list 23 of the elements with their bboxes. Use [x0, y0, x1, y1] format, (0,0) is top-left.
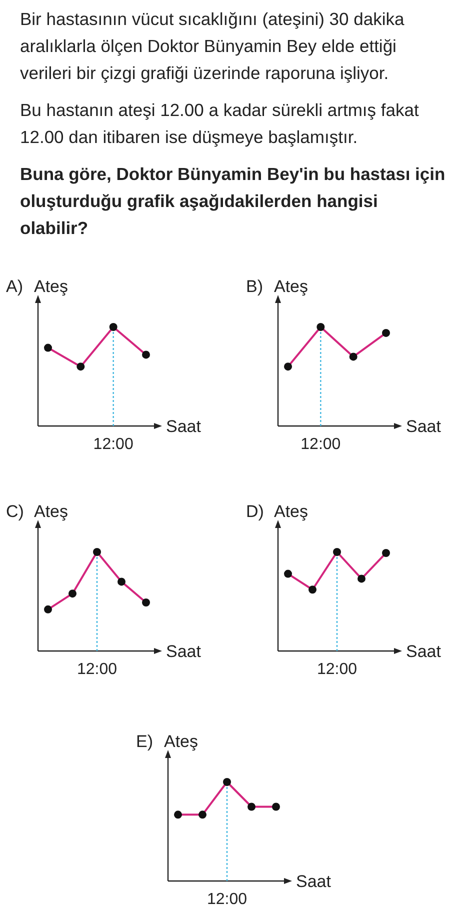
chart-title: D)	[246, 502, 264, 521]
chart-title: B)	[246, 277, 263, 296]
text: 12:00	[93, 436, 134, 453]
x-axis-title: Saat	[296, 872, 332, 891]
text: Buna göre, Doktor Bünyamin Bey'in bu hastası için oluşturduğu grafik aşağıdakilerden hangisi olabilir?	[20, 163, 446, 240]
y-axis-title: Ateş	[274, 502, 308, 521]
chart-title: C)	[6, 502, 24, 521]
y-axis-title: Ateş	[34, 277, 68, 296]
x-axis-title: Saat	[406, 642, 442, 661]
text: 12:00	[206, 891, 248, 908]
y-axis-title: Ateş	[34, 502, 68, 521]
chart-title: A)	[6, 277, 23, 296]
text: 12:00	[300, 436, 341, 453]
x-axis-title: Saat	[166, 642, 202, 661]
text: 12:00	[316, 661, 358, 678]
text: 12:00	[76, 661, 118, 678]
y-axis-title: Ateş	[274, 277, 308, 296]
text: Bir hastasının vücut sıcaklığını (ateşini) 30 dakika aralıklarla ölçen Doktor Bünyamin Bey elde ettiği verileri bir çizgi grafiği üzerinde raporuna işliyor.	[20, 8, 406, 85]
text: Bu hastanın ateşi 12.00 a kadar sürekli artmış fakat 12.00 dan itibaren ise düşmeye başlamıştır.	[20, 99, 420, 149]
x-axis-title: Saat	[406, 417, 442, 436]
y-axis-title: Ateş	[164, 732, 198, 751]
chart-title: E)	[136, 732, 153, 751]
x-axis-title: Saat	[166, 417, 202, 436]
